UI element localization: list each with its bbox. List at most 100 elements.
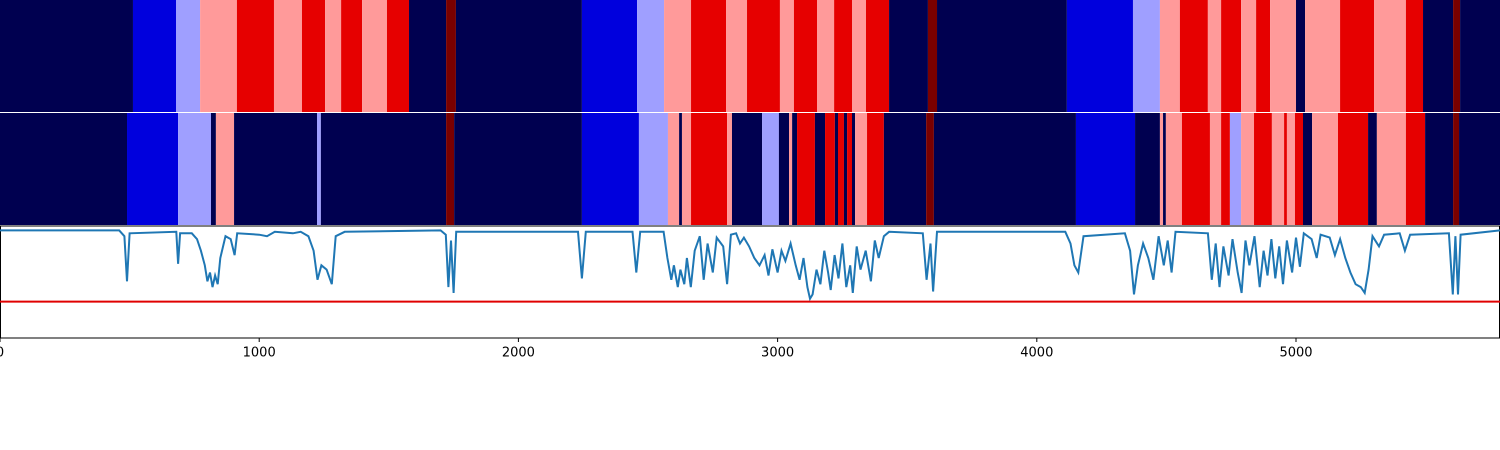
segment [793,0,818,112]
segment [1374,0,1406,112]
segment [1135,113,1160,225]
segment [638,113,668,225]
segment [834,113,838,225]
segment [847,113,852,225]
segment [362,0,387,112]
segment [1241,0,1257,112]
segment [792,113,798,225]
segment [1423,0,1454,112]
segment [320,113,447,225]
segment [1066,0,1133,112]
segment [127,113,179,225]
segment [1286,113,1295,225]
segment [455,0,582,112]
segment [837,113,844,225]
segment [865,0,890,112]
segment [747,0,780,112]
segment [446,0,456,112]
segment [1241,113,1255,225]
segment [927,0,938,112]
segment [1221,113,1230,225]
segment [883,113,927,225]
segment [1459,113,1500,225]
segment [851,0,866,112]
x-tick-label: 4000 [1020,346,1053,361]
x-tick-label: 3000 [761,346,794,361]
segment [867,113,884,225]
segment [1376,113,1406,225]
segment [1075,113,1136,225]
segment [1159,0,1180,112]
segment [667,113,680,225]
segment [789,113,793,225]
segment [1368,113,1377,225]
segment [814,113,826,225]
segment [317,113,321,225]
segment [1271,113,1285,225]
segment [210,113,216,225]
segment [1340,0,1375,112]
segment [797,113,815,225]
segment [1305,0,1341,112]
segment [1460,0,1500,112]
segment [1132,0,1160,112]
segment [762,113,779,225]
segment [1159,113,1164,225]
segment [855,113,868,225]
segment [386,0,410,112]
segment [301,0,326,112]
segment [1207,0,1222,112]
segment [1284,113,1287,225]
segment [726,0,748,112]
segment [691,113,728,225]
segment [933,113,1076,225]
segment [325,0,342,112]
segment [1221,0,1242,112]
segment [664,0,692,112]
segment [1181,113,1210,225]
segment [236,0,274,112]
segment [691,0,727,112]
segment [1270,0,1297,112]
segment [727,113,732,225]
x-tick-label: 5000 [1279,346,1312,361]
segment [1163,113,1166,225]
segment [581,113,639,225]
segment [778,113,790,225]
segment [926,113,934,225]
segment [1256,0,1271,112]
segment [1294,113,1304,225]
plot-frame [0,225,1500,339]
segment [1405,0,1424,112]
segment [851,113,856,225]
segment [889,0,928,112]
segment [817,0,835,112]
segment [581,0,638,112]
segment [341,0,363,112]
segment [0,0,133,112]
segment [215,113,235,225]
segment [937,0,1067,112]
segment [273,0,302,112]
x-tick-label: 2000 [502,346,535,361]
segment [0,113,128,225]
segment [637,0,665,112]
segment [175,0,201,112]
x-tick-label: 1000 [243,346,276,361]
segment [1229,113,1242,225]
segment [1209,113,1222,225]
segment [1303,113,1313,225]
segment [1405,113,1426,225]
segment [843,113,848,225]
segment [679,113,682,225]
segment [1179,0,1208,112]
segment [454,113,582,225]
segment [1165,113,1182,225]
segment [409,0,447,112]
segment [1425,113,1454,225]
segment [1453,0,1461,112]
segment [1453,113,1460,225]
segment [1312,113,1338,225]
segment [446,113,455,225]
